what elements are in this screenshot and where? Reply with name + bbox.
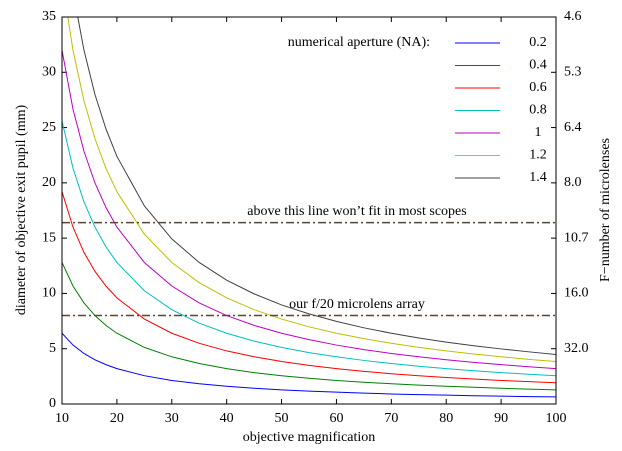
y2-tick-label: 32.0: [564, 341, 589, 356]
y2-tick-label: 8.0: [564, 175, 582, 190]
y2-tick-label: 10.7: [564, 230, 589, 245]
legend-label: 0.6: [529, 80, 547, 95]
y-tick-label: 5: [49, 341, 56, 356]
y-tick-label: 10: [42, 286, 56, 301]
reference-label: our f/20 microlens array: [289, 297, 425, 312]
x-axis-label: objective magnification: [243, 430, 376, 445]
line: [62, 50, 556, 370]
y2-tick-label: 4.6: [564, 9, 582, 24]
line: [62, 262, 556, 391]
x-tick-label: 20: [110, 411, 124, 426]
legend-label: 1.4: [529, 170, 547, 185]
plot-frame: [61, 16, 557, 405]
y2-tick-label: 5.3: [564, 65, 582, 80]
y-tick-label: 25: [42, 120, 56, 135]
line: [62, 191, 556, 384]
y2-tick-label: 6.4: [564, 120, 582, 135]
legend-label: 1.2: [529, 148, 547, 163]
legend-label: 1: [535, 125, 542, 140]
y-tick-label: 20: [42, 175, 56, 190]
reference-label: above this line won’t fit in most scopes: [247, 204, 466, 219]
x-tick-label: 70: [384, 411, 398, 426]
y-tick-label: 15: [42, 230, 56, 245]
x-tick-label: 40: [220, 411, 234, 426]
x-tick-label: 60: [329, 411, 343, 426]
x-tick-label: 50: [275, 411, 289, 426]
x-tick-label: 30: [165, 411, 179, 426]
legend-label: 0.2: [529, 35, 547, 50]
x-tick-label: 80: [439, 411, 453, 426]
line: [62, 120, 556, 377]
y-tick-label: 30: [42, 65, 56, 80]
x-tick-label: 10: [55, 411, 69, 426]
legend-label: 0.8: [529, 103, 547, 118]
x-tick-label: 100: [546, 411, 567, 426]
y2-axis-label: F−number of microlenses: [598, 138, 613, 282]
plot-area: [62, 17, 556, 398]
y-axis-label: diameter of objective exit pupil (mm): [14, 105, 29, 316]
legend-label: 0.4: [529, 58, 547, 73]
y-tick-label: 35: [42, 9, 56, 24]
line: [77, 17, 556, 355]
y2-tick-label: 16.0: [564, 286, 589, 301]
x-tick-label: 90: [494, 411, 508, 426]
line: [67, 17, 556, 363]
line: [62, 332, 556, 398]
y-tick-label: 0: [49, 396, 56, 411]
legend-title: numerical aperture (NA):: [288, 35, 430, 50]
